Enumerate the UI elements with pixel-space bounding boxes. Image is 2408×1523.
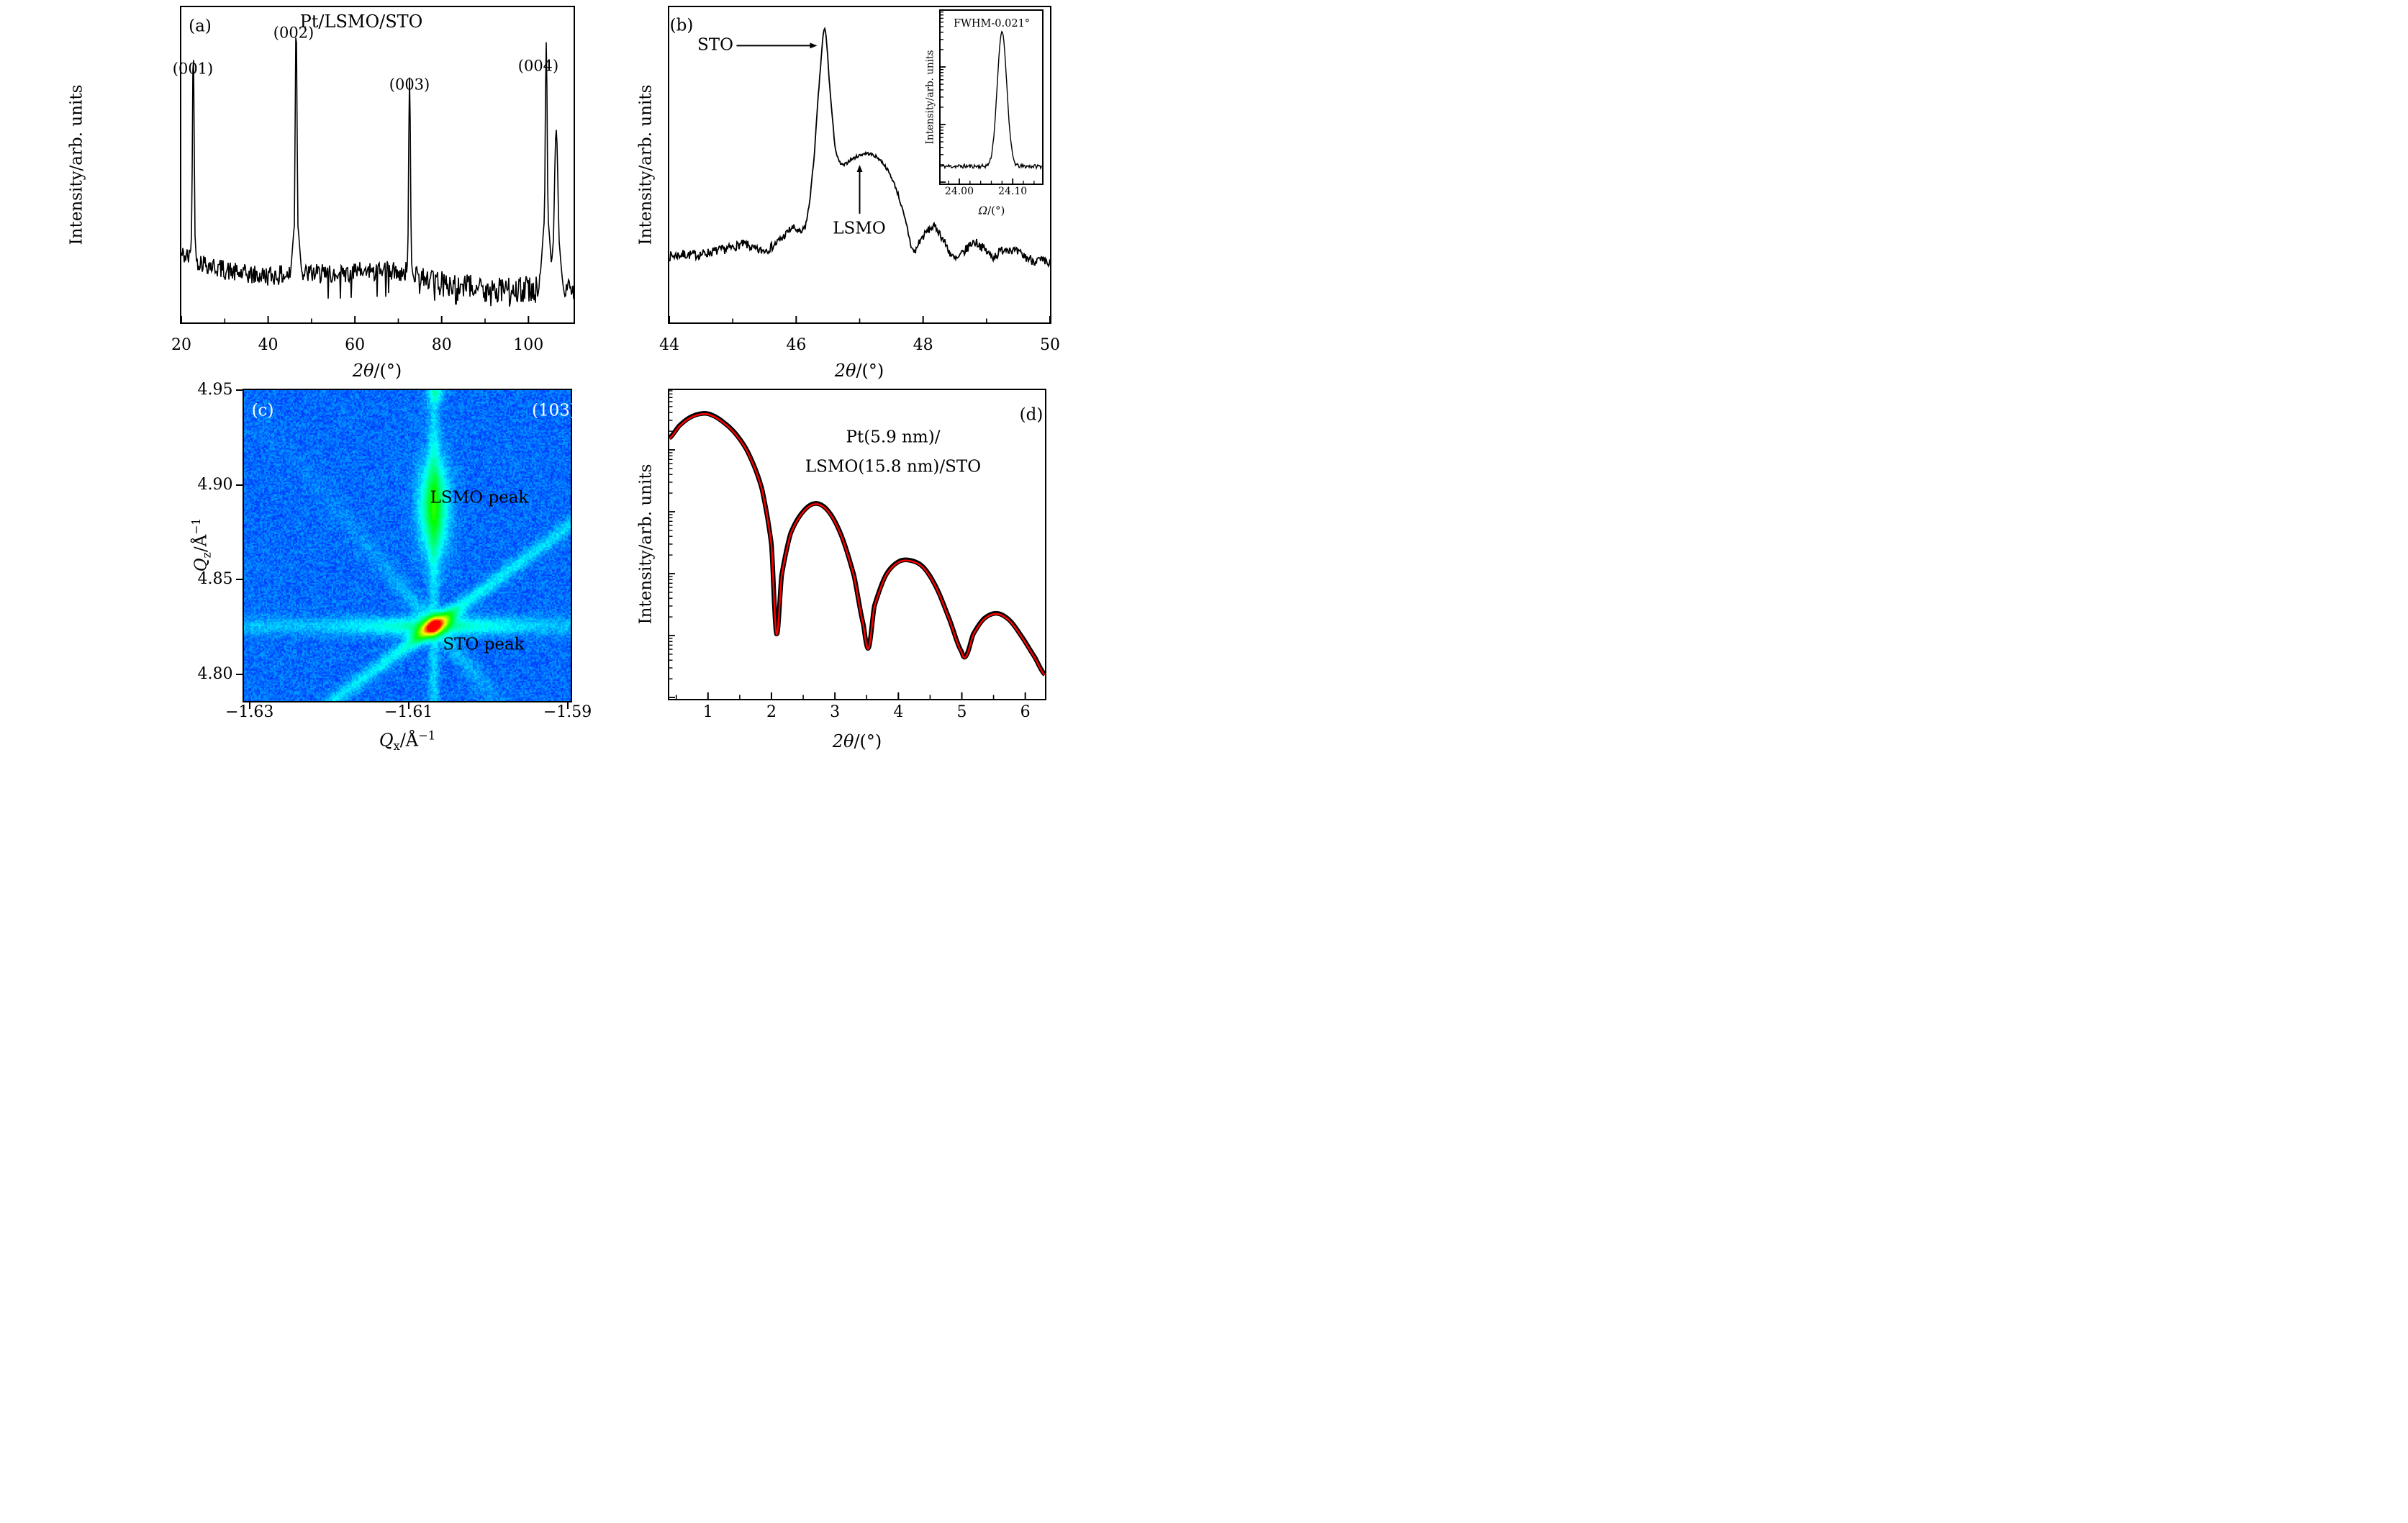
peak-label-002: (002) bbox=[273, 24, 314, 42]
panel-a-xlabel-sym: 2θ bbox=[352, 361, 374, 381]
x-tick-label: 24.10 bbox=[998, 186, 1028, 197]
lsmo-arrow-head bbox=[856, 165, 863, 172]
qx-tick bbox=[407, 702, 409, 709]
x-tick-label: 5 bbox=[956, 703, 967, 721]
panel-d-xlabel-sym: 2θ bbox=[832, 731, 854, 751]
inset-xlabel-sym: Ω bbox=[978, 204, 988, 217]
panel-b-xlabel: 2θ/(°) bbox=[835, 362, 884, 379]
qz-tick bbox=[236, 674, 243, 676]
qz-tick-label: 4.85 bbox=[197, 570, 233, 589]
panel-b-xlabel-sym: 2θ bbox=[834, 361, 856, 381]
peak-label-003: (003) bbox=[389, 76, 430, 94]
panel-b-svg bbox=[669, 27, 1050, 322]
inset-fwhm-label: FWHM-0.021° bbox=[953, 17, 1031, 30]
qx-tick-label: −1.61 bbox=[384, 703, 433, 721]
xrd-scan-curve bbox=[181, 37, 574, 307]
panel-a-label: (a) bbox=[189, 17, 212, 36]
inset-xlabel: Ω/(°) bbox=[978, 204, 1005, 217]
x-tick-label: 50 bbox=[1040, 336, 1060, 354]
panel-d-xlabel: 2θ/(°) bbox=[833, 733, 882, 750]
panel-c-ylabel-exp: −1 bbox=[189, 518, 204, 535]
panel-d-svg bbox=[669, 390, 1045, 699]
x-tick-label: 44 bbox=[659, 336, 679, 354]
x-tick-label: 24.00 bbox=[944, 186, 974, 197]
panel-c-xlabel: Qx/Å−1 bbox=[379, 730, 435, 752]
x-tick-label: 80 bbox=[431, 336, 452, 354]
panel-b-ylabel: Intensity/arb. units bbox=[636, 84, 656, 245]
panel-b-xlabel-unit: /(°) bbox=[856, 361, 884, 381]
qx-tick bbox=[566, 702, 569, 709]
inset-ylabel: Intensity/arb. units bbox=[924, 50, 936, 145]
xrr-fit-curve bbox=[669, 412, 1045, 676]
panel-d-title-line1: Pt(5.9 nm)/ bbox=[846, 428, 941, 447]
x-tick-label: 46 bbox=[786, 336, 807, 354]
panel-a-plot-area bbox=[180, 6, 575, 324]
peak-label-004: (004) bbox=[517, 57, 559, 75]
panel-c-xlabel-unit: /Å bbox=[399, 730, 419, 751]
sto-arrow-head bbox=[810, 42, 818, 49]
panel-c-reflection-label: (103) bbox=[532, 401, 576, 420]
qx-tick bbox=[248, 702, 250, 709]
panel-c-xlabel-exp: −1 bbox=[418, 728, 436, 743]
panel-a-xlabel: 2θ/(°) bbox=[353, 362, 402, 379]
panel-c-label: (c) bbox=[251, 401, 274, 420]
x-tick-label: 40 bbox=[258, 336, 279, 354]
panel-d-plot-area bbox=[668, 389, 1046, 700]
rsm-heatmap bbox=[244, 390, 571, 701]
panel-c-ylabel-q: Q bbox=[191, 558, 211, 572]
panel-c-xlabel-q: Q bbox=[379, 730, 394, 751]
lsmo-annotation: LSMO bbox=[833, 219, 886, 238]
panel-c-ylabel-unit: /Å bbox=[191, 534, 211, 553]
qz-tick bbox=[236, 389, 243, 391]
x-tick-label: 6 bbox=[1020, 703, 1031, 721]
panel-d-title-line2: LSMO(15.8 nm)/STO bbox=[805, 457, 982, 476]
x-tick-label: 2 bbox=[766, 703, 777, 721]
x-tick-label: 1 bbox=[702, 703, 713, 721]
x-tick-label: 100 bbox=[513, 336, 544, 354]
panel-d-ylabel: Intensity/arb. units bbox=[636, 464, 656, 625]
x-tick-label: 4 bbox=[893, 703, 904, 721]
xrr-data-curve bbox=[669, 411, 1045, 677]
qz-tick-label: 4.95 bbox=[197, 381, 233, 399]
qz-tick bbox=[236, 484, 243, 486]
panel-a-ylabel: Intensity/arb. units bbox=[67, 84, 86, 245]
x-tick-label: 48 bbox=[913, 336, 933, 354]
panel-d-xlabel-unit: /(°) bbox=[854, 731, 882, 751]
lsmo-peak-annotation: LSMO peak bbox=[430, 488, 529, 507]
panel-c-ylabel: Qz/Å−1 bbox=[189, 518, 214, 572]
panel-d-label: (d) bbox=[1019, 405, 1044, 425]
sto-annotation: STO bbox=[697, 35, 733, 55]
sto-peak-annotation: STO peak bbox=[443, 635, 525, 654]
panel-b-label: (b) bbox=[669, 16, 694, 35]
xrd-zoom-curve bbox=[669, 27, 1050, 268]
rocking-curve bbox=[941, 30, 1042, 171]
figure-root: (a) Pt/LSMO/STO (001) (002) (003) (004) … bbox=[0, 0, 1204, 762]
panel-c-map-area bbox=[243, 389, 572, 702]
x-tick-label: 3 bbox=[830, 703, 841, 721]
panel-c-ylabel-sub: z bbox=[199, 552, 214, 559]
panel-a-svg bbox=[181, 37, 574, 322]
x-tick-label: 60 bbox=[345, 336, 366, 354]
inset-xlabel-unit: /(°) bbox=[987, 204, 1005, 217]
qz-tick bbox=[236, 579, 243, 581]
panel-a-title: Pt/LSMO/STO bbox=[299, 12, 423, 32]
panel-c-xlabel-sub: x bbox=[393, 739, 400, 754]
qx-tick-label: −1.63 bbox=[225, 703, 274, 721]
qz-tick-label: 4.80 bbox=[197, 665, 233, 684]
peak-label-001: (001) bbox=[172, 60, 214, 78]
x-tick-label: 20 bbox=[171, 336, 191, 354]
qz-tick-label: 4.90 bbox=[197, 475, 233, 494]
panel-b-inset-area bbox=[939, 9, 1044, 185]
panel-b-inset-svg bbox=[941, 11, 1042, 184]
panel-a-xlabel-unit: /(°) bbox=[374, 361, 402, 381]
qx-tick-label: −1.59 bbox=[543, 703, 592, 721]
